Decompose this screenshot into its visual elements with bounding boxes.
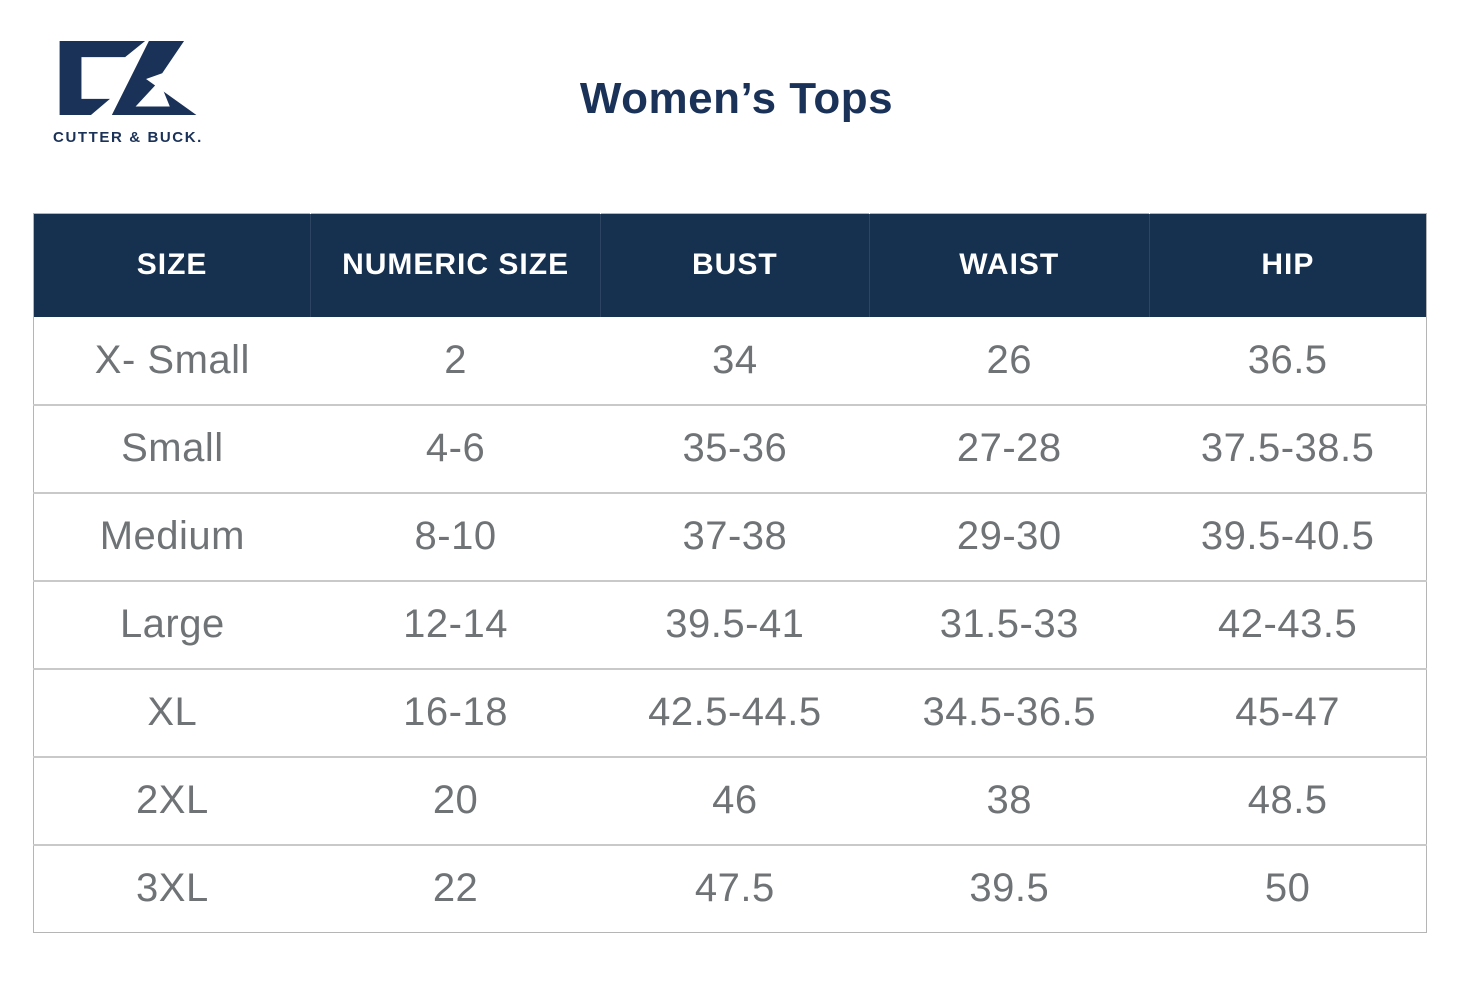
table-cell: Large: [33, 579, 311, 669]
table-row: Small 4-6 35-36 27-28 37.5-38.5: [33, 403, 1427, 493]
table-cell: 4-6: [310, 403, 601, 493]
table-cell: Medium: [33, 491, 311, 581]
table-cell: 26: [986, 337, 1033, 382]
column-header-waist: WAIST: [868, 213, 1150, 317]
table-row: 2XL 20 46 38 48.5: [33, 755, 1427, 845]
column-header-hip: HIP: [1148, 213, 1427, 317]
table-cell: 29-30: [869, 491, 1150, 581]
table-cell: 34: [712, 337, 758, 382]
table-cell: 8-10: [310, 491, 601, 581]
table-cell: 39.5-40.5: [1149, 491, 1427, 581]
size-chart-table: SIZE NUMERIC SIZE BUST WAIST HIP X- Smal…: [33, 213, 1427, 933]
cutter-buck-monogram-icon: [59, 40, 197, 116]
table-cell: 20: [310, 755, 601, 845]
table-cell: Small: [33, 403, 311, 493]
table-cell: 34.5-36.5: [869, 667, 1150, 757]
table-cell: 36.5: [1247, 337, 1328, 382]
table-cell: 47.5: [600, 843, 870, 933]
table-cell: 2XL: [33, 755, 311, 845]
size-chart-table-container: SIZE NUMERIC SIZE BUST WAIST HIP X- Smal…: [33, 213, 1427, 933]
table-cell: XL: [33, 667, 311, 757]
table-cell: X- Small: [94, 337, 250, 382]
table-row: XL 16-18 42.5-44.5 34.5-36.5 45-47: [33, 667, 1427, 757]
table-cell: 42.5-44.5: [600, 667, 870, 757]
table-cell: 42-43.5: [1149, 579, 1427, 669]
table-cell: 37-38: [600, 491, 870, 581]
table-cell: 27-28: [869, 403, 1150, 493]
table-cell: 3XL: [33, 843, 311, 933]
table-cell: 48.5: [1149, 755, 1427, 845]
column-header-bust: BUST: [599, 213, 870, 317]
table-row: Medium 8-10 37-38 29-30 39.5-40.5: [33, 491, 1427, 581]
table-cell: 45-47: [1149, 667, 1427, 757]
table-cell: 2: [444, 337, 467, 382]
table-cell: 12-14: [310, 579, 601, 669]
brand-logo: CUTTER & BUCK.: [48, 36, 208, 146]
column-header-numeric-size: NUMERIC SIZE: [310, 213, 601, 317]
table-cell: 35-36: [600, 403, 870, 493]
table-cell: 38: [869, 755, 1150, 845]
table-cell: 50: [1149, 843, 1427, 933]
table-cell: 16-18: [310, 667, 601, 757]
page-title: Women’s Tops: [579, 74, 894, 123]
table-row: 3XL 22 47.5 39.5 50: [33, 843, 1427, 933]
table-row: X- Small 2 34 26 36.5: [34, 317, 1427, 405]
table-cell: 37.5-38.5: [1149, 403, 1427, 493]
table-cell: 22: [310, 843, 601, 933]
table-cell: 46: [600, 755, 870, 845]
table-row: Large 12-14 39.5-41 31.5-33 42-43.5: [33, 579, 1427, 669]
column-header-size: SIZE: [33, 213, 311, 317]
brand-wordmark: CUTTER & BUCK.: [53, 129, 203, 146]
table-cell: 31.5-33: [869, 579, 1150, 669]
table-cell: 39.5-41: [600, 579, 870, 669]
table-cell: 39.5: [869, 843, 1150, 933]
table-header-row: SIZE NUMERIC SIZE BUST WAIST HIP: [33, 213, 1427, 317]
